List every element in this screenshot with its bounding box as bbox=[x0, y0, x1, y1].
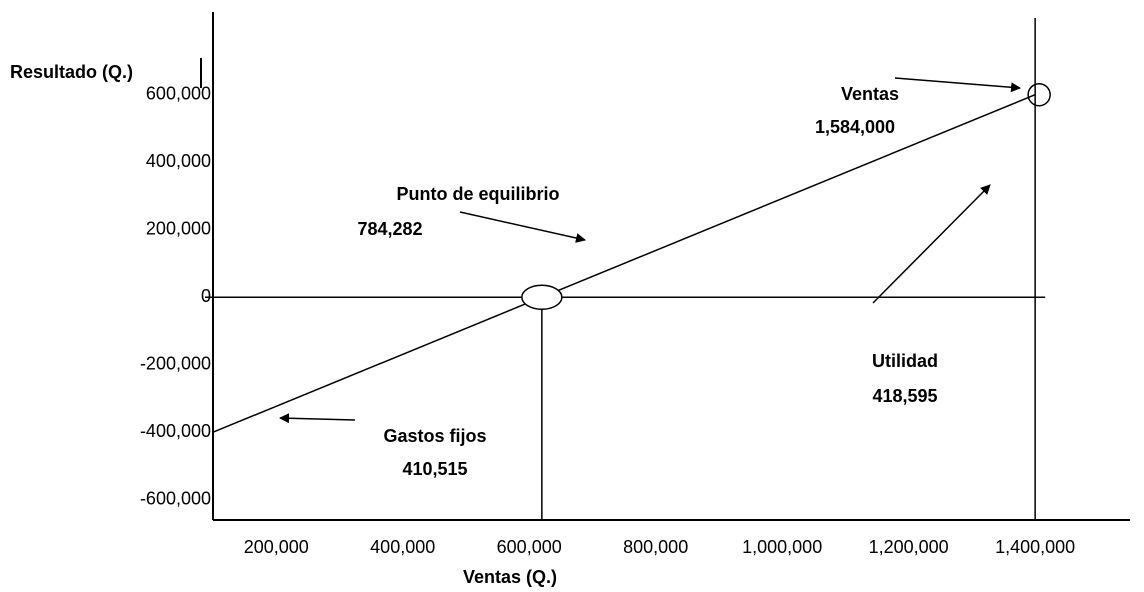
sales-marker bbox=[1027, 82, 1051, 107]
x-tick-label: 800,000 bbox=[623, 537, 688, 557]
arrow bbox=[872, 184, 991, 304]
x-tick-label: 400,000 bbox=[370, 537, 435, 557]
y-tick-label: -400,000 bbox=[140, 421, 211, 441]
annotation: 784,282 bbox=[357, 219, 422, 239]
y-tick-label: 200,000 bbox=[146, 218, 211, 238]
x-axis-label: Ventas (Q.) bbox=[463, 567, 557, 587]
y-axis-label: Resultado (Q.) bbox=[10, 62, 133, 82]
annotation: 1,584,000 bbox=[815, 117, 895, 137]
x-tick-label: 1,400,000 bbox=[995, 537, 1075, 557]
x-tick-label: 200,000 bbox=[244, 537, 309, 557]
x-tick-label: 1,200,000 bbox=[869, 537, 949, 557]
break-even-marker bbox=[521, 284, 563, 310]
y-tick-label: 600,000 bbox=[146, 83, 211, 103]
arrow bbox=[894, 77, 1021, 93]
annotation: Utilidad bbox=[872, 351, 938, 371]
annotation: Gastos fijos bbox=[383, 426, 486, 446]
y-tick-label: -600,000 bbox=[140, 488, 211, 508]
arrow bbox=[279, 413, 356, 424]
arrow bbox=[459, 211, 586, 243]
annotation: Punto de equilibrio bbox=[397, 184, 560, 204]
line bbox=[212, 94, 1036, 433]
y-tick-label: 0 bbox=[201, 286, 211, 306]
x-tick-label: 600,000 bbox=[497, 537, 562, 557]
y-tick-label: -200,000 bbox=[140, 353, 211, 373]
annotation: Ventas bbox=[841, 84, 899, 104]
x-tick-label: 1,000,000 bbox=[742, 537, 822, 557]
annotation: 418,595 bbox=[872, 386, 937, 406]
y-tick-label: 400,000 bbox=[146, 151, 211, 171]
annotation: 410,515 bbox=[402, 459, 467, 479]
